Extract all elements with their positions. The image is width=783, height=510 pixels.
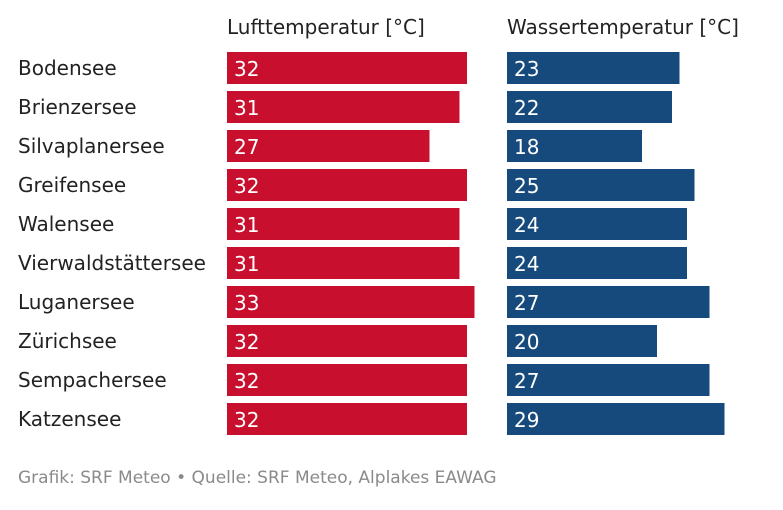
bar-air: [227, 91, 460, 123]
bar-value-air: 27: [234, 135, 259, 159]
bar-value-water: 20: [514, 330, 539, 354]
bar-value-air: 31: [234, 252, 259, 276]
bar-value-water: 24: [514, 252, 539, 276]
category-label: Greifensee: [18, 173, 126, 197]
bar-water: [507, 364, 710, 396]
bar-air: [227, 169, 467, 201]
bar-water: [507, 403, 725, 435]
bar-value-air: 32: [234, 57, 259, 81]
bar-value-water: 27: [514, 369, 539, 393]
bar-water: [507, 91, 672, 123]
category-label: Zürichsee: [18, 329, 117, 353]
chart: Lufttemperatur [°C] Wassertemperatur [°C]…: [18, 15, 739, 435]
category-label: Brienzersee: [18, 95, 137, 119]
category-label: Katzensee: [18, 407, 121, 431]
category-label: Walensee: [18, 212, 114, 236]
bar-value-water: 24: [514, 213, 539, 237]
bar-air: [227, 403, 467, 435]
source-note: Grafik: SRF Meteo • Quelle: SRF Meteo, A…: [18, 468, 497, 488]
bar-water: [507, 286, 710, 318]
category-label: Sempachersee: [18, 368, 167, 392]
column-title-water: Wassertemperatur [°C]: [507, 15, 739, 39]
bar-value-water: 25: [514, 174, 539, 198]
bar-air: [227, 52, 467, 84]
bar-water: [507, 247, 687, 279]
bar-air: [227, 325, 467, 357]
category-label: Silvaplanersee: [18, 134, 165, 158]
bar-value-water: 22: [514, 96, 539, 120]
bar-air: [227, 208, 460, 240]
bar-value-air: 31: [234, 213, 259, 237]
bar-value-air: 32: [234, 174, 259, 198]
column-title-air: Lufttemperatur [°C]: [227, 15, 425, 39]
category-label: Bodensee: [18, 56, 117, 80]
bar-water: [507, 325, 657, 357]
bar-value-water: 18: [514, 135, 539, 159]
bar-value-air: 32: [234, 408, 259, 432]
bar-air: [227, 247, 460, 279]
bar-water: [507, 52, 680, 84]
bar-air: [227, 286, 475, 318]
bar-water: [507, 208, 687, 240]
bar-value-air: 31: [234, 96, 259, 120]
bar-water: [507, 130, 642, 162]
bar-value-water: 23: [514, 57, 539, 81]
bar-value-water: 29: [514, 408, 539, 432]
bar-air: [227, 130, 430, 162]
bar-air: [227, 364, 467, 396]
bar-value-air: 33: [234, 291, 259, 315]
bar-value-water: 27: [514, 291, 539, 315]
category-label: Luganersee: [18, 290, 135, 314]
category-label: Vierwaldstättersee: [18, 251, 206, 275]
bar-value-air: 32: [234, 369, 259, 393]
bar-water: [507, 169, 695, 201]
bar-value-air: 32: [234, 330, 259, 354]
